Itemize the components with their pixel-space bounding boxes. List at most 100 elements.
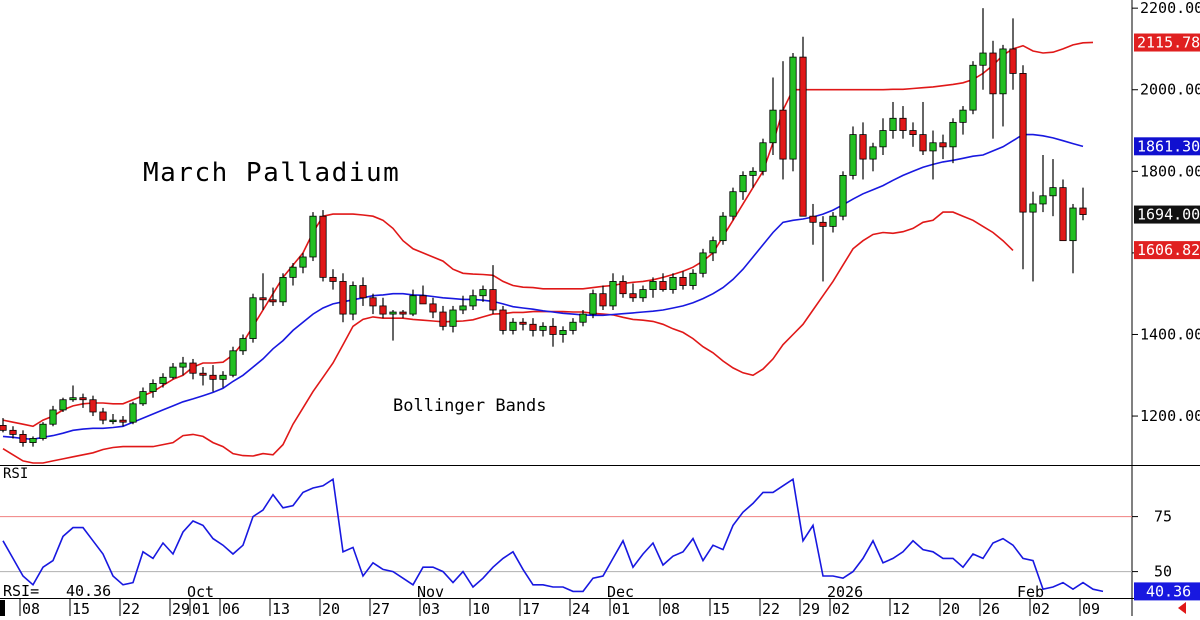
price-y-tick-label: 2200.00 (1140, 0, 1200, 17)
candle (699, 248, 707, 278)
candle-body (539, 325, 547, 331)
candle-body (429, 303, 437, 313)
candle-body (779, 109, 787, 160)
month-label: Dec (607, 583, 634, 601)
month-label: Feb (1017, 583, 1044, 601)
candle (599, 285, 607, 310)
candle-body (889, 117, 897, 131)
candle (729, 187, 737, 221)
candle (1069, 203, 1077, 274)
candle (829, 212, 837, 233)
candle (249, 293, 257, 343)
date-tick-label: 24 (572, 600, 590, 616)
candle (199, 367, 207, 386)
candle-body (199, 372, 207, 376)
candle-body (19, 434, 27, 443)
candle-body (619, 281, 627, 295)
candle (639, 285, 647, 302)
candle (839, 171, 847, 221)
candle-body (839, 174, 847, 217)
candle (19, 430, 27, 447)
candle (309, 212, 317, 262)
candle-body (899, 117, 907, 131)
candle-body (519, 321, 527, 325)
date-tick-label: 02 (1032, 600, 1050, 616)
candle-body (609, 281, 617, 307)
candle-body (709, 240, 717, 254)
candle (859, 122, 867, 180)
date-tick-label: 27 (372, 600, 390, 616)
candle (1079, 187, 1087, 221)
price-label-box (1134, 205, 1200, 224)
candle (389, 310, 397, 341)
candle (619, 275, 627, 298)
candle (459, 295, 467, 315)
candle-body (349, 285, 357, 315)
candle (279, 273, 287, 306)
candle (739, 171, 747, 200)
candle (799, 36, 807, 217)
date-tick-label: 15 (712, 600, 730, 616)
candle-body (719, 215, 727, 242)
candle-body (209, 374, 217, 380)
axis-start-marker (0, 600, 5, 616)
candle (689, 269, 697, 290)
candle-body (1079, 207, 1087, 215)
candle (379, 297, 387, 319)
candle (759, 138, 767, 176)
candle (239, 334, 247, 355)
candle-body (549, 325, 557, 335)
candle-body (919, 134, 927, 152)
candle (469, 289, 477, 310)
price-y-tick-label: 2000.00 (1140, 81, 1200, 99)
candle (559, 326, 567, 343)
date-tick-label: 09 (1082, 600, 1100, 616)
candle (59, 397, 67, 412)
date-tick-label: 29 (802, 600, 820, 616)
candle-body (959, 109, 967, 123)
price-label: 1606.82 (1137, 241, 1200, 259)
candle (329, 269, 337, 290)
candle (959, 106, 967, 135)
candle-body (679, 276, 687, 286)
candle-body (1059, 187, 1067, 242)
price-y-tick-label: 1800.00 (1140, 162, 1200, 180)
candle-body (379, 305, 387, 315)
candle-body (219, 374, 227, 380)
candle (9, 426, 17, 439)
date-tick-label: 12 (892, 600, 910, 616)
candle-body (299, 256, 307, 268)
candle-body (459, 305, 467, 311)
candle (409, 289, 417, 317)
candle-body (759, 142, 767, 172)
candle-body (659, 281, 667, 291)
date-tick-label: 15 (72, 600, 90, 616)
candle (259, 273, 267, 310)
candle (1019, 65, 1027, 270)
candle-body (869, 146, 877, 160)
candle (269, 287, 277, 306)
rsi-readout-label: RSI= (3, 582, 39, 600)
candle (549, 318, 557, 347)
candle (719, 212, 727, 245)
candle (649, 277, 657, 298)
rsi-last-label: 40.36 (1146, 582, 1191, 600)
candle-body (729, 191, 737, 217)
candle-body (809, 215, 817, 223)
candle-body (259, 297, 267, 301)
bollinger-annotation: Bollinger Bands (393, 396, 547, 416)
candle-body (849, 134, 857, 176)
candle-body (29, 438, 37, 443)
candle-body (319, 215, 327, 278)
candle (119, 416, 127, 427)
candle-body (769, 109, 777, 144)
candle-body (119, 419, 127, 423)
price-label-box (1134, 137, 1200, 156)
month-label: Nov (417, 583, 444, 601)
rsi-line (2, 477, 1104, 593)
candle-body (699, 252, 707, 274)
candle-body (339, 281, 347, 315)
candle-body (859, 134, 867, 160)
candle (809, 203, 817, 245)
